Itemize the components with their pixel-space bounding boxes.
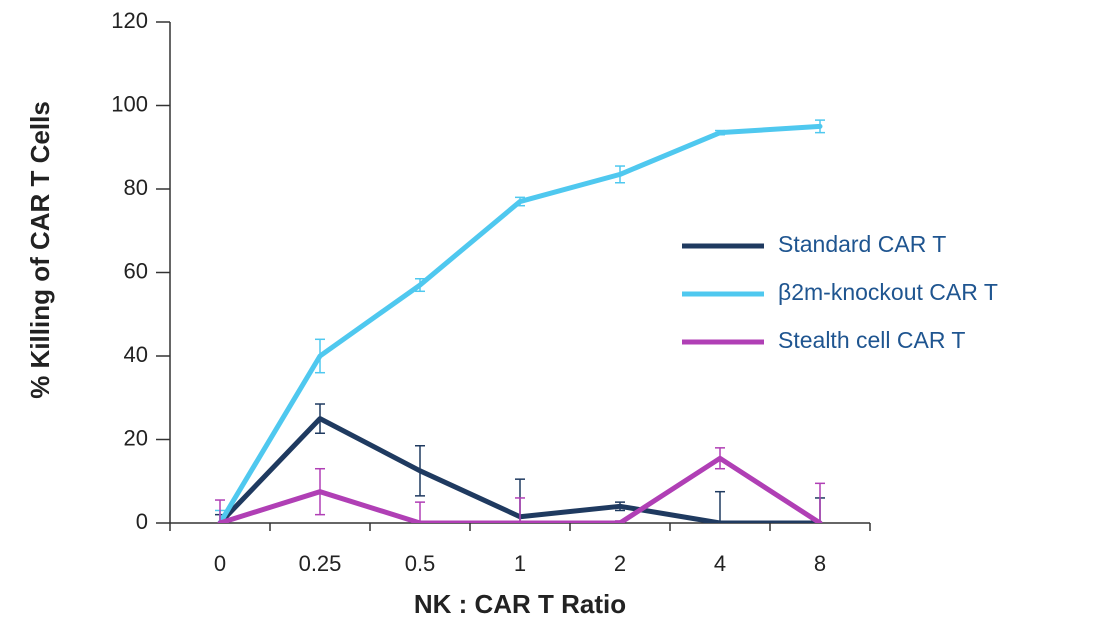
x-tick-label: 0.25 xyxy=(299,551,342,576)
y-tick-label: 80 xyxy=(124,175,148,200)
x-tick-label: 0.5 xyxy=(405,551,436,576)
legend-label: Standard CAR T xyxy=(778,231,946,257)
y-tick-label: 120 xyxy=(111,8,148,33)
x-tick-label: 8 xyxy=(814,551,826,576)
x-axis-title: NK : CAR T Ratio xyxy=(414,589,626,619)
x-tick-label: 2 xyxy=(614,551,626,576)
x-tick-label: 1 xyxy=(514,551,526,576)
x-tick-label: 4 xyxy=(714,551,726,576)
legend-label: Stealth cell CAR T xyxy=(778,327,965,353)
y-tick-label: 20 xyxy=(124,425,148,450)
x-tick-label: 0 xyxy=(214,551,226,576)
y-tick-label: 0 xyxy=(136,509,148,534)
y-tick-label: 40 xyxy=(124,342,148,367)
legend-label: β2m-knockout CAR T xyxy=(778,279,998,305)
y-tick-label: 60 xyxy=(124,258,148,283)
y-axis-title: % Killing of CAR T Cells xyxy=(25,101,55,399)
y-tick-label: 100 xyxy=(111,91,148,116)
chart: NK : CAR T Ratio % Killing of CAR T Cell… xyxy=(0,0,1120,625)
